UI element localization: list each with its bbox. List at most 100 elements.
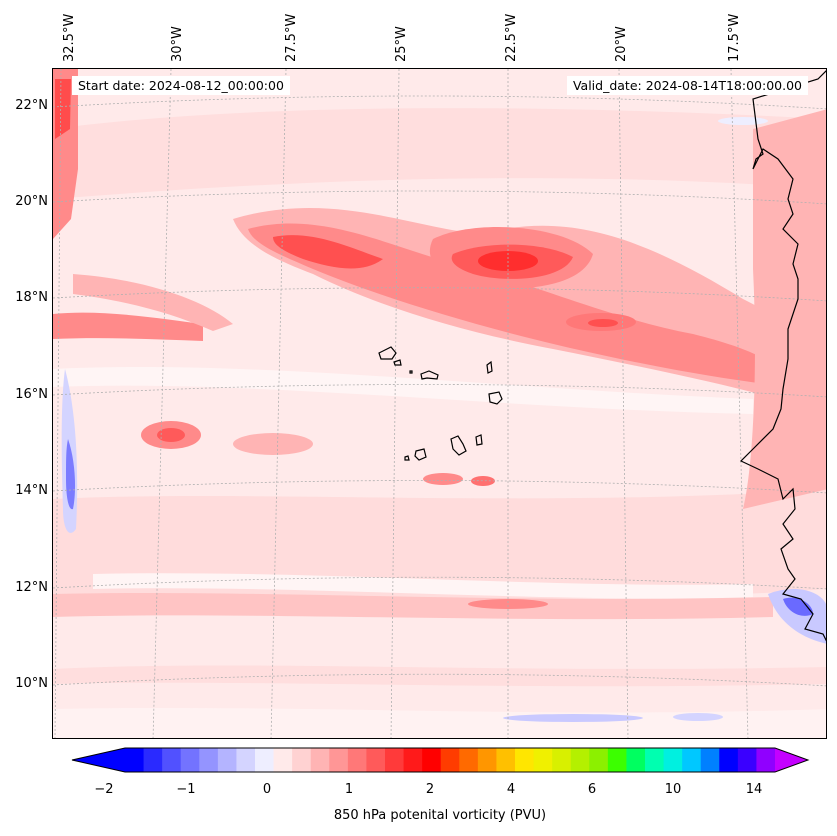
pv-coast-band [743,109,826,509]
pv-band-west-18n [73,274,233,331]
pv-west-strip-core [55,79,71,139]
pv-band-12n [53,592,773,620]
pv-negative-south-2 [673,713,723,721]
colorbar-segment [682,748,702,772]
island-dot [409,370,413,374]
colorbar-extend-low [72,748,125,772]
colorbar-segment [310,748,330,772]
colorbar-segment [292,748,312,772]
colorbar-segment [162,748,182,772]
colorbar-tick-label: 14 [745,782,763,797]
colorbar-tick-label: −2 [94,782,114,797]
colorbar-title: 850 hPa potenital vorticity (PVU) [333,808,547,823]
island-boa-vista [488,391,503,405]
colorbar-segment [217,748,238,772]
colorbar-segment [477,748,498,772]
west-africa-coastline [739,70,826,642]
grid-lat-20n [53,190,826,205]
island-maio [475,434,483,446]
pv-negative-east [768,589,826,644]
pv-blob-east-core [588,319,618,327]
colorbar-segment [125,748,145,772]
lat-label: 10°N [15,676,48,691]
pv-band-main-mid [248,223,793,387]
valid-date-label: Valid_date: 2024-08-14T18:00:00.00 [566,76,808,95]
colorbar-segment [236,748,256,772]
pv-map-canvas [53,69,826,738]
colorbar-tick-label: 10 [664,782,682,797]
island-sal [486,360,493,374]
colorbar-segment [607,748,628,772]
colorbar-segment [719,748,739,772]
pv-band-west-17n [53,312,203,341]
pv-white-band-1 [53,366,753,414]
colorbar-segment [626,748,646,772]
colorbar-segment [459,748,479,772]
pv-blob-15n-d [423,473,463,485]
lat-label: 16°N [15,387,48,402]
graticule [53,69,826,738]
island-santiago [450,435,467,456]
colorbar-segment [645,748,665,772]
colorbar-segment [329,748,349,772]
cape-verde-islands [378,346,503,461]
colorbar-segment [385,748,405,772]
colorbar-tick-label: −1 [176,782,196,797]
island-sao-nicolau [420,370,439,380]
colorbar-segment [403,748,423,772]
colorbar-tick-label: 6 [587,782,597,797]
lat-label: 20°N [15,194,48,209]
lat-label: 22°N [15,98,48,113]
colorbar-extend-high [775,748,808,772]
start-date-label: Start date: 2024-08-12_00:00:00 [72,76,290,95]
island-santo-antao [378,346,397,360]
grid-lat-14n [53,480,826,494]
grid-lat-18n [53,287,826,302]
colorbar-tick-label: 2 [425,782,435,797]
colorbar [71,747,810,773]
lat-label: 14°N [15,483,48,498]
colorbar-tick-label: 0 [262,782,272,797]
pv-negative-west-core [66,439,76,510]
lat-label: 18°N [15,290,48,305]
colorbar-segment [255,748,275,772]
colorbar-segment [273,748,293,772]
pv-band-south-edge [53,707,826,738]
colorbar-segment [422,748,442,772]
colorbar-segment [180,748,200,772]
colorbar-segment [440,748,460,772]
colorbar-segment [496,748,516,772]
colorbar-segment [552,748,572,772]
island-sao-vicente [393,359,402,366]
lat-label: 12°N [15,580,48,595]
colorbar-segment [756,748,776,772]
colorbar-segment [143,748,163,772]
pv-band-10n [53,665,826,687]
pv-negative-north [718,117,768,125]
colorbar-segment [533,748,553,772]
pv-map[interactable] [52,68,827,739]
pv-negative-east-core [783,597,813,616]
colorbar-tick-label: 4 [506,782,516,797]
pv-blob-15n-b [157,428,185,442]
colorbar-segment [515,748,535,772]
colorbar-segment [570,748,590,772]
colorbar-segment [366,748,386,772]
colorbar-segment [700,748,720,772]
pv-blob-15n-c [233,433,313,455]
island-brava [404,455,410,461]
colorbar-segment [199,748,219,772]
pv-blob-12n [468,599,548,609]
pv-band-main-inner [273,235,383,269]
colorbar-tick-label: 1 [344,782,354,797]
pv-negative-south [503,714,643,722]
island-fogo [414,448,427,461]
colorbar-segment [737,748,758,772]
grid-lat-12n [53,576,826,590]
grid-lat-10n [53,673,826,687]
colorbar-segment [589,748,609,772]
colorbar-outline [71,747,810,773]
grid-lat-22n [53,95,826,110]
colorbar-segment [347,748,368,772]
colorbar-segment [663,748,683,772]
